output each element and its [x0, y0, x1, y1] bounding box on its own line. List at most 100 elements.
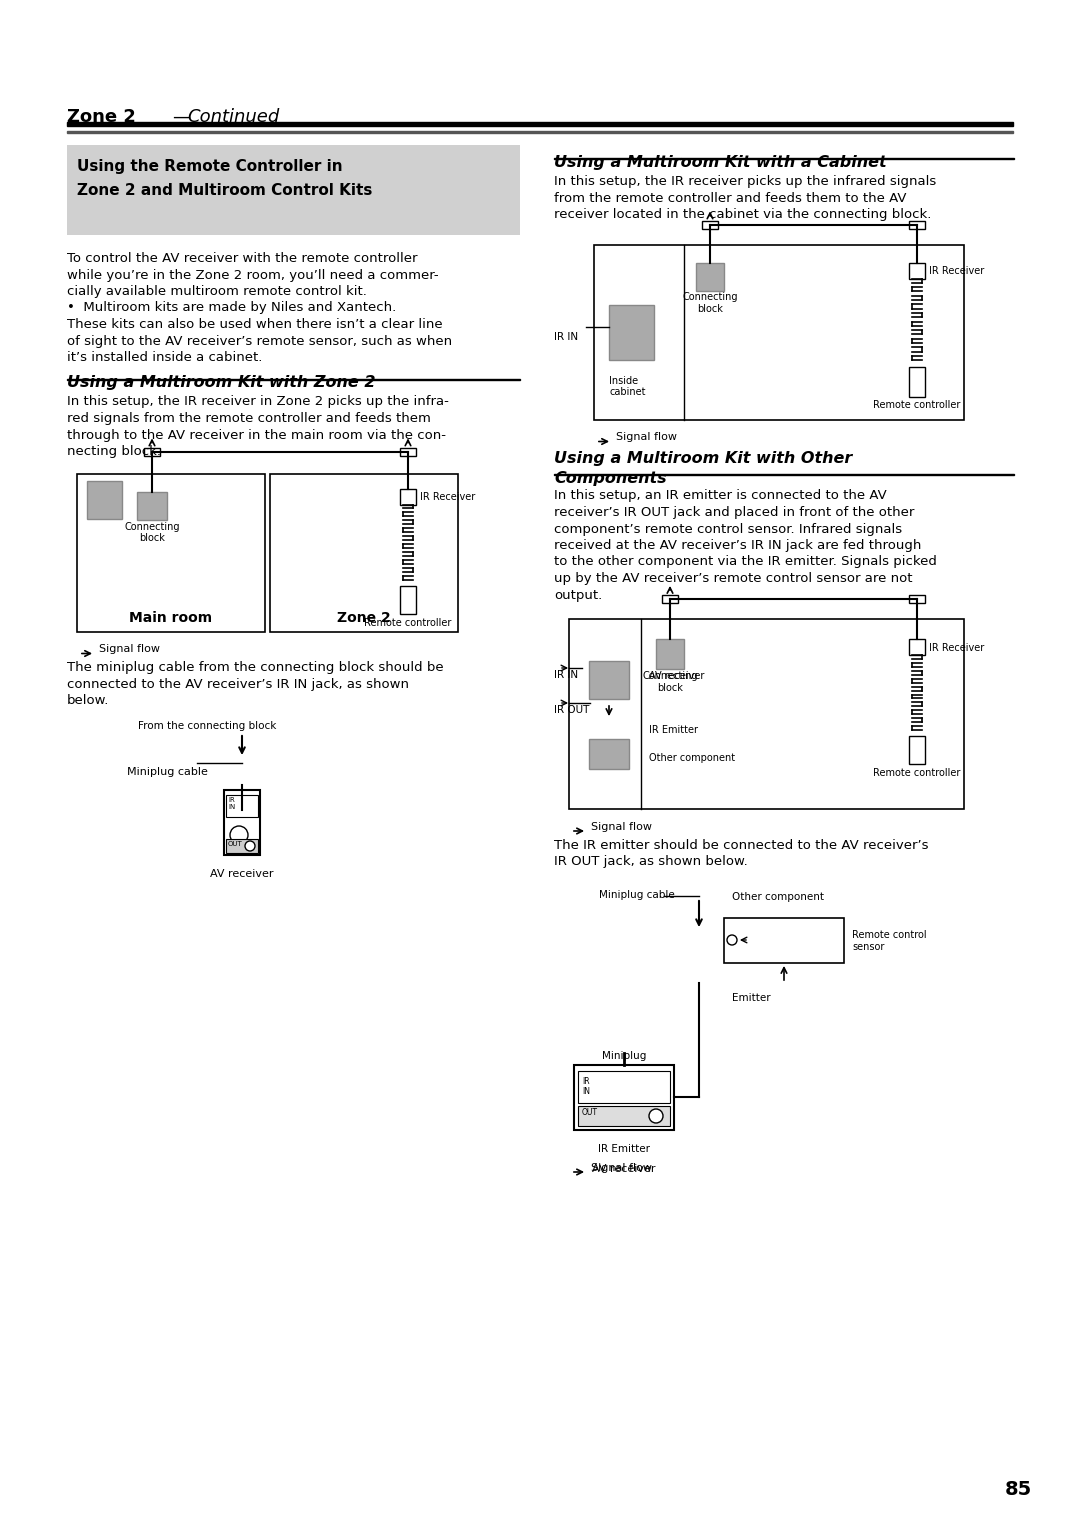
Text: of sight to the AV receiver’s remote sensor, such as when: of sight to the AV receiver’s remote sen…	[67, 335, 453, 347]
Text: cially available multiroom remote control kit.: cially available multiroom remote contro…	[67, 286, 367, 298]
Text: Connecting
block: Connecting block	[124, 521, 179, 542]
Text: Zone 2: Zone 2	[337, 611, 391, 625]
Text: Signal flow: Signal flow	[616, 432, 677, 443]
Bar	[909, 736, 924, 764]
Text: Zone 2: Zone 2	[67, 108, 136, 125]
Bar	[702, 220, 718, 229]
Text: IR: IR	[582, 1077, 590, 1086]
Text: component’s remote control sensor. Infrared signals: component’s remote control sensor. Infra…	[554, 523, 902, 535]
Text: These kits can also be used when there isn’t a clear line: These kits can also be used when there i…	[67, 318, 443, 332]
Bar	[909, 639, 924, 656]
Text: Components: Components	[554, 471, 666, 486]
Bar	[578, 1071, 670, 1103]
Text: necting block.: necting block.	[67, 445, 161, 458]
Text: IR: IR	[228, 798, 234, 804]
Bar	[226, 795, 258, 817]
Text: Zone 2 and Multiroom Control Kits: Zone 2 and Multiroom Control Kits	[77, 183, 373, 199]
Bar	[909, 594, 924, 604]
Bar	[909, 220, 924, 229]
Text: AV receiver: AV receiver	[649, 671, 704, 681]
Bar	[696, 263, 724, 290]
Text: Remote controller: Remote controller	[364, 617, 451, 628]
Text: Using a Multiroom Kit with a Cabinet: Using a Multiroom Kit with a Cabinet	[554, 154, 887, 170]
Text: Main room: Main room	[130, 611, 213, 625]
Text: IR Receiver: IR Receiver	[420, 492, 475, 503]
Bar	[569, 619, 964, 808]
Text: connected to the AV receiver’s IR IN jack, as shown: connected to the AV receiver’s IR IN jac…	[67, 678, 409, 691]
Text: IR Emitter: IR Emitter	[649, 724, 698, 735]
Bar	[77, 474, 265, 631]
Text: Inside
cabinet: Inside cabinet	[609, 376, 646, 397]
Bar	[400, 489, 416, 504]
Text: To control the AV receiver with the remote controller: To control the AV receiver with the remo…	[67, 252, 418, 264]
Bar	[573, 1065, 674, 1131]
Text: to the other component via the IR emitter. Signals picked: to the other component via the IR emitte…	[554, 556, 936, 568]
Text: Signal flow: Signal flow	[591, 1163, 652, 1174]
Text: In this setup, the IR receiver picks up the infrared signals: In this setup, the IR receiver picks up …	[554, 176, 936, 188]
Text: output.: output.	[554, 588, 603, 602]
Text: Emitter: Emitter	[732, 993, 771, 1002]
Bar	[144, 448, 160, 455]
Text: Other component: Other component	[649, 753, 735, 762]
Text: Using a Multiroom Kit with Zone 2: Using a Multiroom Kit with Zone 2	[67, 376, 376, 391]
Text: Miniplug: Miniplug	[602, 1051, 646, 1060]
Text: Signal flow: Signal flow	[99, 645, 160, 654]
Bar	[724, 918, 843, 963]
Bar	[909, 367, 924, 396]
Bar	[67, 122, 1013, 125]
Bar	[67, 131, 1013, 133]
Bar	[137, 492, 167, 520]
Bar	[589, 740, 629, 769]
Bar	[270, 474, 458, 631]
Text: Continued: Continued	[187, 108, 280, 125]
Text: received at the AV receiver’s IR IN jack are fed through: received at the AV receiver’s IR IN jack…	[554, 539, 921, 552]
Text: The IR emitter should be connected to the AV receiver’s: The IR emitter should be connected to th…	[554, 839, 929, 853]
Text: AV receiver: AV receiver	[211, 869, 273, 879]
Circle shape	[245, 840, 255, 851]
Bar	[609, 304, 654, 359]
Text: —: —	[172, 108, 190, 125]
Text: receiver located in the cabinet via the connecting block.: receiver located in the cabinet via the …	[554, 208, 931, 222]
Text: Miniplug cable: Miniplug cable	[127, 767, 207, 778]
Text: From the connecting block: From the connecting block	[138, 721, 276, 730]
Text: Using the Remote Controller in: Using the Remote Controller in	[77, 159, 342, 174]
Text: Signal flow: Signal flow	[591, 822, 652, 833]
Text: Remote control
sensor: Remote control sensor	[852, 931, 927, 952]
Text: while you’re in the Zone 2 room, you’ll need a commer-: while you’re in the Zone 2 room, you’ll …	[67, 269, 438, 281]
Bar	[87, 480, 122, 518]
Text: IR OUT: IR OUT	[554, 704, 590, 715]
Text: IN: IN	[228, 804, 235, 810]
Text: through to the AV receiver in the main room via the con-: through to the AV receiver in the main r…	[67, 428, 446, 442]
Text: below.: below.	[67, 695, 109, 707]
Bar	[589, 662, 629, 698]
Text: Miniplug cable: Miniplug cable	[599, 889, 675, 900]
Text: OUT: OUT	[228, 840, 243, 847]
Bar	[656, 639, 684, 669]
Bar	[909, 263, 924, 278]
Text: Connecting
block: Connecting block	[683, 292, 738, 315]
Text: IN: IN	[582, 1086, 590, 1096]
Bar	[400, 448, 416, 455]
Text: IR IN: IR IN	[554, 332, 578, 341]
Bar	[662, 594, 678, 604]
Text: AV receiver: AV receiver	[592, 1164, 656, 1174]
Text: Remote controller: Remote controller	[874, 769, 961, 778]
Text: Other component: Other component	[732, 892, 824, 902]
Text: IR Receiver: IR Receiver	[929, 266, 984, 277]
Bar	[67, 145, 519, 235]
Text: Remote controller: Remote controller	[874, 400, 961, 411]
Text: OUT: OUT	[582, 1108, 598, 1117]
Text: In this setup, an IR emitter is connected to the AV: In this setup, an IR emitter is connecte…	[554, 489, 887, 503]
Text: IR IN: IR IN	[554, 669, 578, 680]
Text: receiver’s IR OUT jack and placed in front of the other: receiver’s IR OUT jack and placed in fro…	[554, 506, 915, 520]
Bar	[226, 839, 258, 853]
Text: it’s installed inside a cabinet.: it’s installed inside a cabinet.	[67, 351, 262, 364]
Text: 85: 85	[1004, 1481, 1031, 1499]
Bar	[224, 790, 260, 856]
Text: IR Emitter: IR Emitter	[598, 1144, 650, 1154]
Circle shape	[649, 1109, 663, 1123]
Text: Using a Multiroom Kit with Other: Using a Multiroom Kit with Other	[554, 451, 852, 466]
Text: Connecting
block: Connecting block	[643, 671, 698, 692]
Text: from the remote controller and feeds them to the AV: from the remote controller and feeds the…	[554, 191, 906, 205]
Bar	[594, 244, 964, 420]
